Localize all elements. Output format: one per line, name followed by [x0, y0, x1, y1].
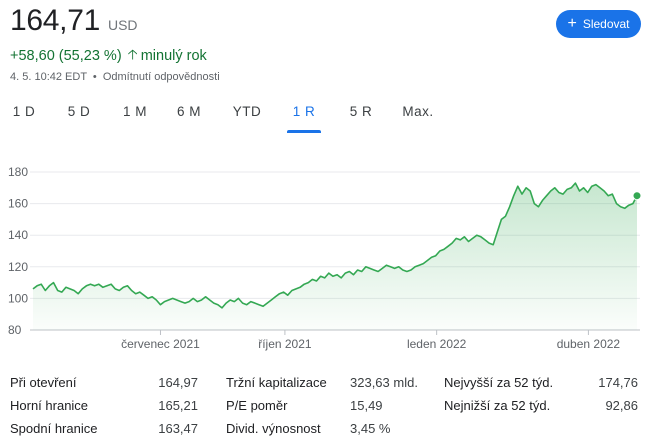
y-tick-label: 160	[8, 197, 28, 211]
x-tick-label: duben 2022	[557, 337, 621, 351]
stat-label-open: Při otevření	[10, 375, 77, 390]
quote-header: 164,71 USD	[10, 4, 138, 38]
change-value: +58,60 (55,23 %)	[10, 48, 122, 64]
stat-label-52w-low: Nejnižší za 52 týd.	[444, 398, 551, 413]
stat-value-52w-low: 92,86	[605, 398, 638, 413]
arrow-up-icon: 🡡	[127, 46, 138, 62]
y-tick-label: 100	[8, 291, 28, 305]
y-tick-label: 140	[8, 228, 28, 242]
timestamp: 4. 5. 10:42 EDT	[10, 71, 87, 83]
currency-label: USD	[107, 17, 138, 33]
stat-label-high: Horní hranice	[10, 398, 89, 413]
stat-value-high: 165,21	[158, 398, 198, 413]
stat-label-low: Spodní hranice	[10, 421, 98, 436]
tab-max[interactable]: Max.	[402, 104, 434, 119]
change-period: minulý rok	[140, 48, 207, 64]
tab-1d[interactable]: 1 D	[12, 104, 36, 119]
tab-5d[interactable]: 5 D	[67, 104, 91, 119]
series-area	[33, 183, 637, 330]
stat-value-52w-high: 174,76	[598, 375, 638, 390]
price-change: +58,60 (55,23 %) 🡡 minulý rok	[10, 44, 207, 68]
plus-icon: +	[567, 15, 577, 32]
y-tick-label: 80	[8, 323, 22, 337]
disclaimer-link[interactable]: Odmítnutí odpovědnosti	[102, 71, 220, 83]
follow-button[interactable]: + Sledovat	[556, 10, 641, 38]
separator-dot: •	[92, 71, 97, 83]
tab-5r[interactable]: 5 R	[349, 104, 373, 119]
tab-1m[interactable]: 1 M	[122, 104, 147, 119]
active-tab-indicator	[287, 130, 321, 133]
price-chart[interactable]: 80 100 120 140 160 180 červenec 2021 říjen 2021…	[0, 150, 650, 360]
x-tick-label: říjen 2021	[258, 337, 312, 351]
stat-value-low: 163,47	[158, 421, 198, 436]
x-tick-label: červenec 2021	[121, 337, 200, 351]
stat-label-pe: P/E poměr	[226, 398, 288, 413]
latest-price-point	[632, 191, 642, 201]
series-line	[32, 182, 638, 309]
stat-label-market-cap: Tržní kapitalizace	[226, 375, 327, 390]
x-tick-label: leden 2022	[407, 337, 467, 351]
y-tick-label: 120	[8, 260, 28, 274]
range-tabs: 1 D 5 D 1 M 6 M YTD 1 R 5 R Max.	[0, 104, 650, 134]
y-tick-label: 180	[8, 165, 28, 179]
tab-ytd[interactable]: YTD	[232, 104, 262, 119]
quote-meta: 4. 5. 10:42 EDT • Odmítnutí odpovědnosti	[10, 71, 220, 83]
stat-value-open: 164,97	[158, 375, 198, 390]
stat-value-market-cap: 323,63 mld.	[350, 375, 418, 390]
stat-value-pe: 15,49	[350, 398, 383, 413]
tab-1r[interactable]: 1 R	[292, 104, 316, 119]
tab-6m[interactable]: 6 M	[176, 104, 201, 119]
current-price: 164,71	[10, 4, 100, 37]
stat-label-52w-high: Nejvyšší za 52 týd.	[444, 375, 554, 390]
follow-button-label: Sledovat	[582, 17, 630, 31]
stat-value-dividend: 3,45 %	[350, 421, 391, 436]
stat-label-dividend: Divid. výnosnost	[226, 421, 321, 436]
